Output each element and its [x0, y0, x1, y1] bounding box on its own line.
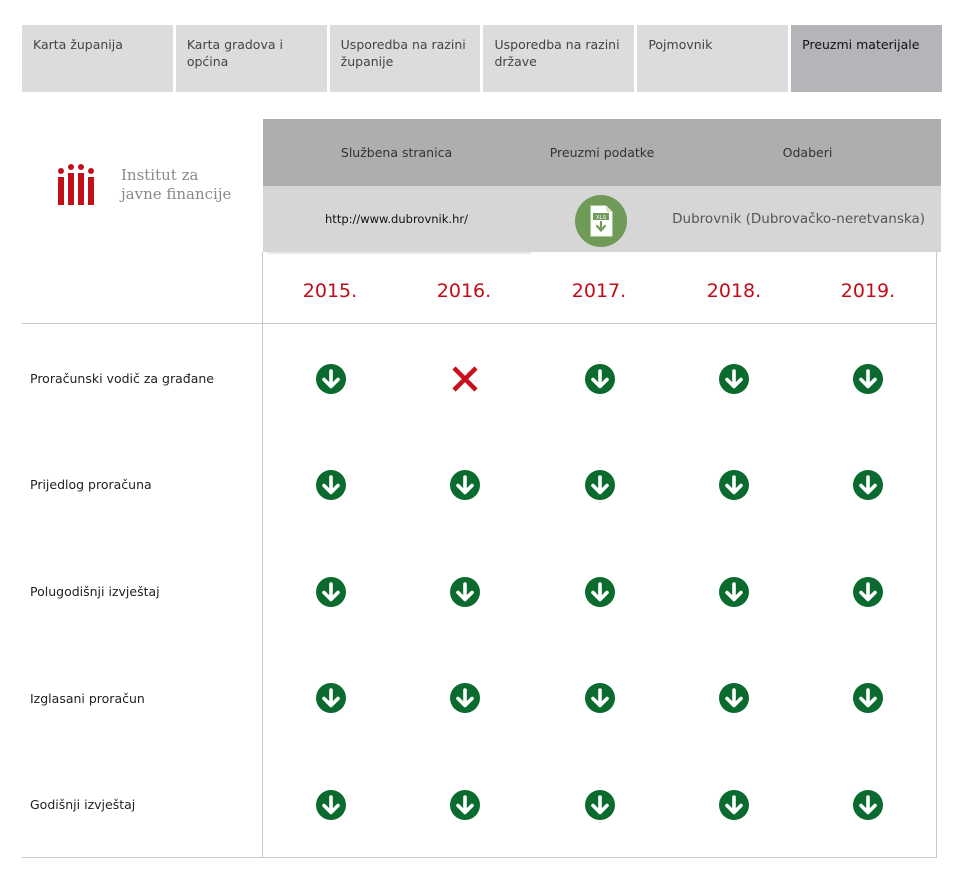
download-cell[interactable] [718, 469, 750, 501]
download-arrow-icon [316, 470, 346, 500]
tab-karta-zupanija[interactable]: Karta županija [22, 25, 173, 92]
download-cell[interactable] [449, 469, 481, 501]
year-header-2019: 2019. [840, 280, 896, 302]
download-cell[interactable] [315, 469, 347, 501]
logo: Institut za javne financije [57, 160, 247, 210]
download-cell[interactable] [584, 469, 616, 501]
download-arrow-icon [450, 470, 480, 500]
download-cell[interactable] [718, 789, 750, 821]
download-cell[interactable] [852, 469, 884, 501]
download-arrow-icon [853, 790, 883, 820]
tab-pojmovnik[interactable]: Pojmovnik [637, 25, 789, 92]
download-cell[interactable] [718, 682, 750, 714]
download-arrow-icon [585, 364, 615, 394]
download-cell[interactable] [449, 576, 481, 608]
download-cell[interactable] [315, 576, 347, 608]
header-values: http://www.dubrovnik.hr/ XLS Dubrovnik (… [263, 186, 941, 252]
download-arrow-icon [853, 470, 883, 500]
download-arrow-icon [450, 790, 480, 820]
download-cell[interactable] [852, 789, 884, 821]
row-label-vodic: Proračunski vodič za građane [30, 371, 214, 386]
download-cell[interactable] [584, 576, 616, 608]
select-label: Odaberi [782, 145, 833, 160]
table-right-border [936, 252, 937, 858]
row-label-prijedlog: Prijedlog proračuna [30, 477, 152, 492]
download-arrow-icon [853, 683, 883, 713]
download-cell[interactable] [584, 363, 616, 395]
download-cell[interactable] [718, 576, 750, 608]
xls-download-button[interactable]: XLS [575, 195, 627, 247]
download-arrow-icon [450, 577, 480, 607]
year-header-2017: 2017. [571, 280, 627, 302]
download-cell[interactable] [315, 789, 347, 821]
year-header-2016: 2016. [436, 280, 492, 302]
unavailable-cell [449, 363, 481, 395]
selected-city[interactable]: Dubrovnik (Dubrovačko-neretvanska) [672, 211, 925, 227]
svg-text:XLS: XLS [596, 215, 607, 221]
logo-line-2: javne financije [121, 185, 232, 203]
download-arrow-icon [719, 790, 749, 820]
download-arrow-icon [585, 790, 615, 820]
cross-icon [452, 366, 478, 392]
download-arrow-icon [316, 683, 346, 713]
download-arrow-icon [450, 683, 480, 713]
download-arrow-icon [316, 364, 346, 394]
download-arrow-icon [853, 364, 883, 394]
download-arrow-icon [719, 683, 749, 713]
row-label-polugodisnji: Polugodišnji izvještaj [30, 584, 160, 599]
download-arrow-icon [585, 577, 615, 607]
row-label-godisnji: Godišnji izvještaj [30, 797, 136, 812]
tab-usporedba-zupanije[interactable]: Usporedba na razini županije [329, 25, 481, 92]
download-cell[interactable] [315, 682, 347, 714]
official-site-label: Službena stranica [340, 145, 453, 160]
tab-preuzmi-materijale[interactable]: Preuzmi materijale [791, 25, 942, 92]
download-data-label: Preuzmi podatke [549, 145, 655, 160]
download-arrow-icon [719, 364, 749, 394]
download-arrow-icon [719, 577, 749, 607]
logo-text: Institut za javne financije [121, 166, 231, 204]
header-divider [267, 252, 531, 254]
download-cell[interactable] [449, 682, 481, 714]
download-cell[interactable] [584, 789, 616, 821]
header-labels: Službena stranica Preuzmi podatke Odaber… [263, 119, 941, 186]
table-left-border [262, 252, 263, 858]
top-nav: Karta županija Karta gradova i općina Us… [22, 25, 942, 92]
download-cell[interactable] [852, 682, 884, 714]
row-label-izglasani: Izglasani proračun [30, 691, 145, 706]
download-cell[interactable] [584, 682, 616, 714]
table-bottom-border [22, 857, 937, 858]
table-header-divider [22, 323, 937, 324]
download-cell[interactable] [315, 363, 347, 395]
download-cell[interactable] [449, 789, 481, 821]
download-arrow-icon [316, 790, 346, 820]
tab-usporedba-drzave[interactable]: Usporedba na razini države [483, 25, 635, 92]
xls-download-icon: XLS [590, 205, 613, 237]
download-cell[interactable] [852, 363, 884, 395]
year-header-2015: 2015. [302, 280, 358, 302]
download-cell[interactable] [852, 576, 884, 608]
download-arrow-icon [585, 470, 615, 500]
tab-karta-gradova[interactable]: Karta gradova i općina [175, 25, 327, 92]
download-cell[interactable] [718, 363, 750, 395]
download-arrow-icon [585, 683, 615, 713]
logo-line-1: Institut za [121, 166, 199, 184]
logo-mark-icon [58, 164, 94, 205]
download-arrow-icon [719, 470, 749, 500]
official-site-link[interactable]: http://www.dubrovnik.hr/ [325, 212, 468, 226]
download-arrow-icon [316, 577, 346, 607]
year-header-2018: 2018. [706, 280, 762, 302]
download-arrow-icon [853, 577, 883, 607]
